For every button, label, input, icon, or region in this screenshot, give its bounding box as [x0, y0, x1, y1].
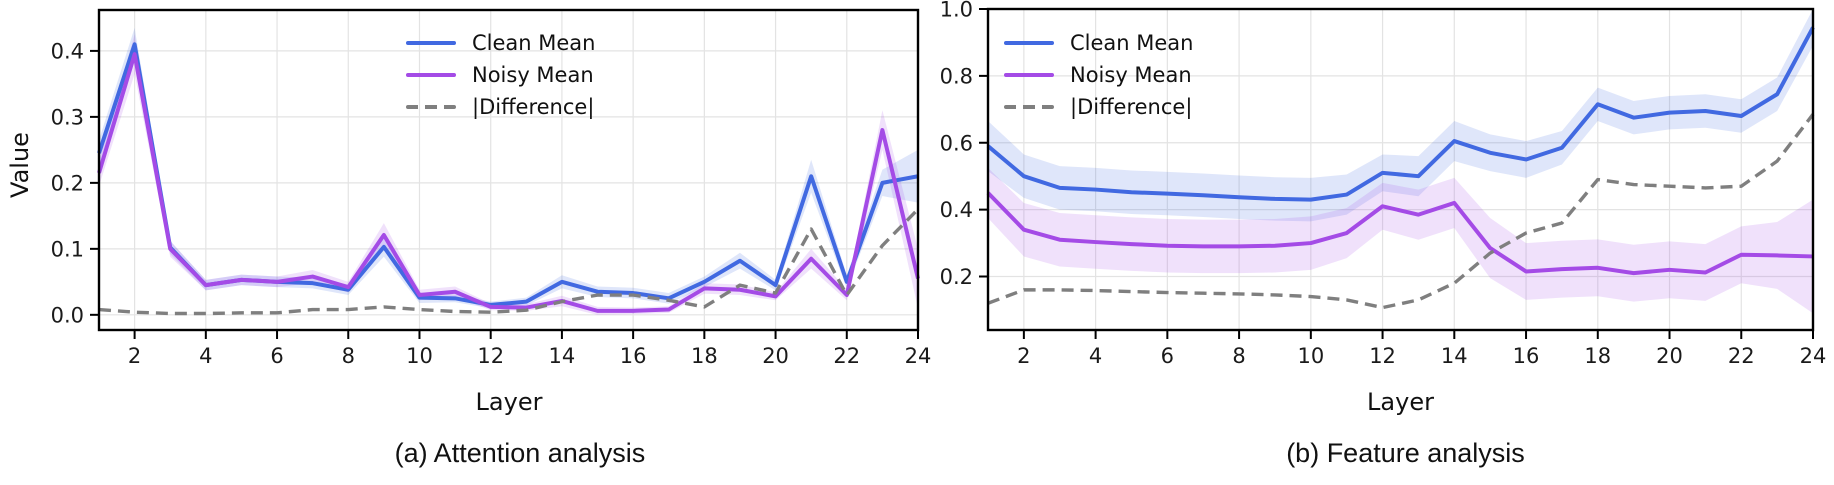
clean-mean-label: Clean Mean	[472, 31, 596, 55]
x-tick-label: 14	[1441, 344, 1468, 368]
y-tick-label: 0.1	[51, 237, 84, 261]
x-tick-label: 6	[1161, 344, 1174, 368]
attention-plot-border	[97, 8, 920, 332]
x-tick-label: 4	[1089, 344, 1102, 368]
legend-item-noisy-mean: Noisy Mean	[1004, 59, 1194, 91]
difference-label: |Difference|	[472, 95, 595, 119]
clean-mean-label: Clean Mean	[1070, 31, 1194, 55]
clean-mean-line-swatch	[1004, 41, 1054, 45]
legend-item-difference: |Difference|	[406, 91, 596, 123]
x-tick-label: 8	[1232, 344, 1245, 368]
attention-noisy-line	[97, 52, 920, 313]
y-tick-label: 0.4	[940, 198, 973, 222]
y-tick-label: 0.3	[51, 105, 84, 129]
legend-feature: Clean Mean Noisy Mean |Difference|	[1004, 27, 1194, 123]
legend-attention: Clean Mean Noisy Mean |Difference|	[406, 27, 596, 123]
x-tick-label: 18	[1584, 344, 1611, 368]
x-tick-label: 20	[1656, 344, 1683, 368]
x-tick-label: 2	[128, 344, 141, 368]
noisy-mean-label: Noisy Mean	[1070, 63, 1192, 87]
x-tick-label: 18	[691, 344, 718, 368]
x-tick-label: 12	[1369, 344, 1396, 368]
x-tick-label: 8	[342, 344, 355, 368]
x-tick-label: 4	[199, 344, 212, 368]
attention-chart: 2 4 6 8 10 12 14 16 18 20 22 240.00.10.20.30.4	[51, 8, 932, 368]
legend-item-difference: |Difference|	[1004, 91, 1194, 123]
x-tick-label: 14	[549, 344, 576, 368]
caption-feature-analysis: (b) Feature analysis	[1286, 438, 1525, 468]
x-tick-label: 22	[833, 344, 860, 368]
x-tick-label: 6	[270, 344, 283, 368]
noisy-mean-label: Noisy Mean	[472, 63, 594, 87]
feature-noisy-line	[986, 191, 1814, 276]
y-tick-label: 0.6	[940, 131, 973, 155]
y-tick-label: 0.8	[940, 64, 973, 88]
x-tick-label: 16	[620, 344, 647, 368]
feature-difference-line	[987, 113, 1815, 310]
feature-clean-line	[986, 26, 1815, 202]
x-tick-label: 10	[1297, 344, 1324, 368]
feature-noisy-band	[988, 167, 1813, 314]
y-tick-label: 0.4	[51, 39, 84, 63]
attention-difference-line	[98, 208, 920, 316]
noisy-mean-line-swatch	[406, 73, 456, 77]
y-tick-label: 0.0	[51, 303, 84, 327]
y-tick-label: 0.2	[940, 265, 973, 289]
difference-line-swatch	[1004, 105, 1054, 109]
clean-mean-line-swatch	[406, 41, 456, 45]
y-tick-label: 0.2	[51, 171, 84, 195]
feature-plot-border	[986, 7, 1815, 332]
difference-line-swatch	[406, 105, 456, 109]
difference-label: |Difference|	[1070, 95, 1193, 119]
x-axis-label-layer-a: Layer	[475, 388, 543, 416]
x-tick-label: 12	[477, 344, 504, 368]
x-tick-label: 10	[406, 344, 433, 368]
feature-chart: 2 4 6 8 10 12 14 16 18 20 22 240.20.40.60.81.0	[940, 0, 1827, 368]
caption-attention-analysis: (a) Attention analysis	[394, 438, 646, 468]
x-tick-label: 16	[1513, 344, 1540, 368]
x-tick-label: 20	[762, 344, 789, 368]
x-tick-label: 2	[1017, 344, 1030, 368]
x-tick-label: 22	[1728, 344, 1755, 368]
x-tick-label: 24	[905, 344, 932, 368]
legend-item-clean-mean: Clean Mean	[406, 27, 596, 59]
y-axis-label-value: Value	[6, 132, 34, 198]
legend-item-clean-mean: Clean Mean	[1004, 27, 1194, 59]
legend-item-noisy-mean: Noisy Mean	[406, 59, 596, 91]
noisy-mean-line-swatch	[1004, 73, 1054, 77]
y-tick-label: 1.0	[940, 0, 973, 22]
x-axis-label-layer-b: Layer	[1367, 388, 1434, 416]
x-tick-label: 24	[1800, 344, 1827, 368]
